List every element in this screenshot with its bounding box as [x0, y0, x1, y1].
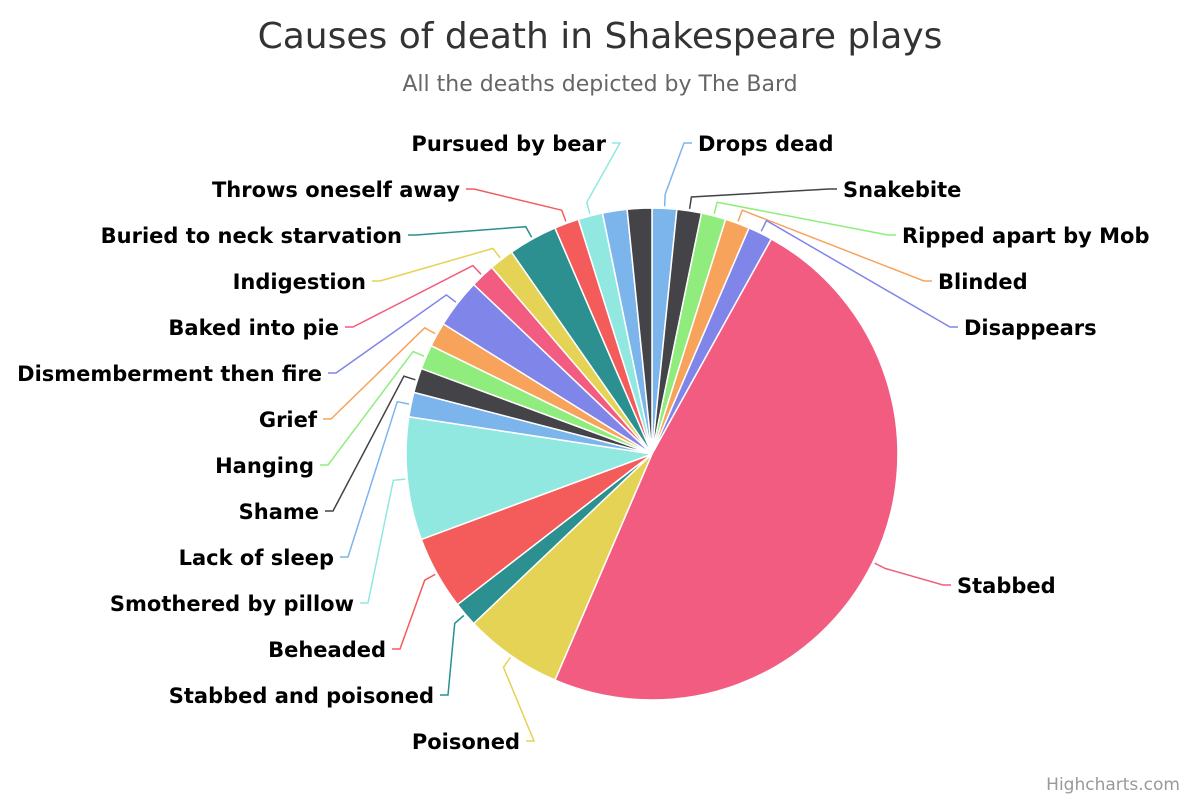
connector-snakebite — [688, 188, 837, 210]
pie-slice-unlabeled-21[interactable] — [626, 207, 653, 455]
connector-shame — [325, 375, 416, 512]
connector-lack-of-sleep — [340, 400, 410, 558]
connector-baked-into-pie — [345, 264, 482, 328]
data-label-hanging: Hanging — [215, 454, 314, 478]
connector-indigestion — [372, 247, 501, 282]
data-label-disappears: Disappears — [964, 316, 1097, 340]
data-label-drops-dead: Drops dead — [698, 132, 834, 156]
pie-slice-stabbed[interactable] — [554, 238, 899, 701]
connector-poisoned — [502, 657, 536, 742]
data-label-dismemberment-then-fire: Dismemberment then fire — [17, 362, 322, 386]
data-label-throws-oneself-away: Throws oneself away — [212, 178, 460, 202]
data-label-shame: Shame — [239, 500, 319, 524]
data-label-indigestion: Indigestion — [233, 270, 366, 294]
label-connectors — [320, 142, 958, 742]
pie-slices — [405, 207, 899, 701]
data-label-blinded: Blinded — [938, 270, 1028, 294]
connector-buried-to-neck-starvation — [408, 225, 533, 238]
data-label-pursued-by-bear: Pursued by bear — [411, 132, 606, 156]
connector-stabbed — [874, 562, 951, 586]
data-label-baked-into-pie: Baked into pie — [168, 316, 339, 340]
data-label-lack-of-sleep: Lack of sleep — [179, 546, 334, 570]
chart-subtitle: All the deaths depicted by The Bard — [402, 72, 797, 97]
data-label-stabbed-and-poisoned: Stabbed and poisoned — [169, 684, 434, 708]
pie-slice-smothered-by-pillow[interactable] — [405, 416, 653, 541]
data-label-ripped-apart-by-mob: Ripped apart by Mob — [902, 224, 1150, 248]
connector-ripped-apart-by-mob — [713, 201, 896, 236]
chart-title: Causes of death in Shakespeare plays — [258, 16, 943, 57]
connector-dismemberment-then-fire — [328, 293, 457, 374]
connector-hanging — [320, 350, 425, 466]
connector-blinded — [737, 209, 932, 282]
credits-link[interactable]: Highcharts.com — [1046, 775, 1180, 795]
data-label-snakebite: Snakebite — [843, 178, 961, 202]
connector-pursued-by-bear — [585, 142, 622, 215]
connector-grief — [323, 326, 436, 420]
data-label-buried-to-neck-starvation: Buried to neck starvation — [101, 224, 402, 248]
connector-throws-oneself-away — [466, 188, 567, 222]
connector-smothered-by-pillow — [360, 478, 406, 604]
data-label-grief: Grief — [259, 408, 318, 432]
connector-disappears — [760, 219, 958, 328]
data-label-stabbed: Stabbed — [957, 574, 1056, 598]
data-label-poisoned: Poisoned — [412, 730, 520, 754]
connector-beheaded — [392, 573, 436, 650]
connector-drops-dead — [663, 142, 692, 207]
connector-stabbed-and-poisoned — [440, 614, 465, 696]
data-label-beheaded: Beheaded — [268, 638, 386, 662]
data-labels: Drops dead Snakebite Ripped apart by Mob Bl… — [17, 132, 1149, 754]
data-label-smothered-by-pillow: Smothered by pillow — [110, 592, 354, 616]
